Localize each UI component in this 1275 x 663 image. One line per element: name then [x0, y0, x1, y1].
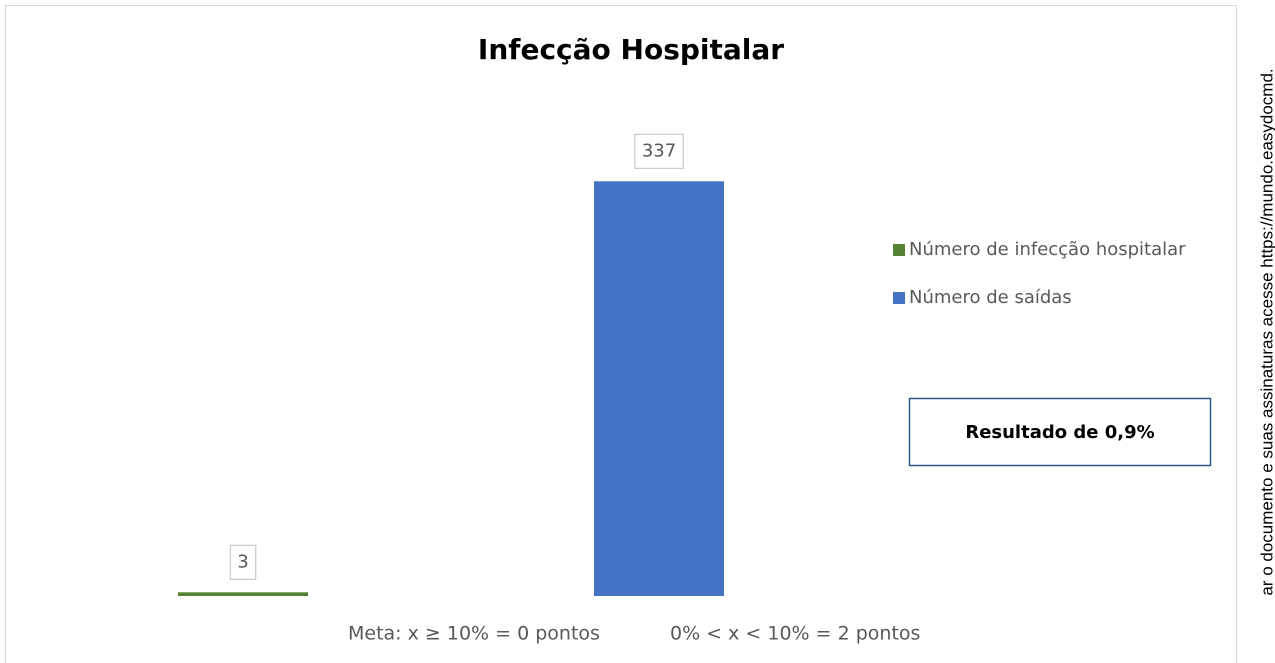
- goal-text: Meta: x ≥ 10% = 0 pontos: [348, 623, 600, 645]
- bar: [178, 592, 308, 596]
- watermark: ar o documento e suas assinaturas acesse…: [1257, 68, 1275, 595]
- goal-text: 0% < x < 10% = 2 pontos: [670, 623, 920, 645]
- data-label-box: [229, 544, 257, 580]
- data-label: 337: [642, 140, 676, 161]
- data-label: 3: [237, 551, 248, 572]
- result-text: Resultado de 0,9%: [965, 422, 1154, 443]
- data-label-box: [634, 133, 684, 169]
- bar: [594, 181, 724, 596]
- legend-swatch: [893, 244, 905, 256]
- result-box: [908, 397, 1212, 467]
- legend-label: Número de saídas: [909, 287, 1072, 308]
- legend-label: Número de infecção hospitalar: [909, 239, 1186, 260]
- legend-swatch: [893, 292, 905, 304]
- chart-title: Infecção Hospitalar: [478, 33, 784, 66]
